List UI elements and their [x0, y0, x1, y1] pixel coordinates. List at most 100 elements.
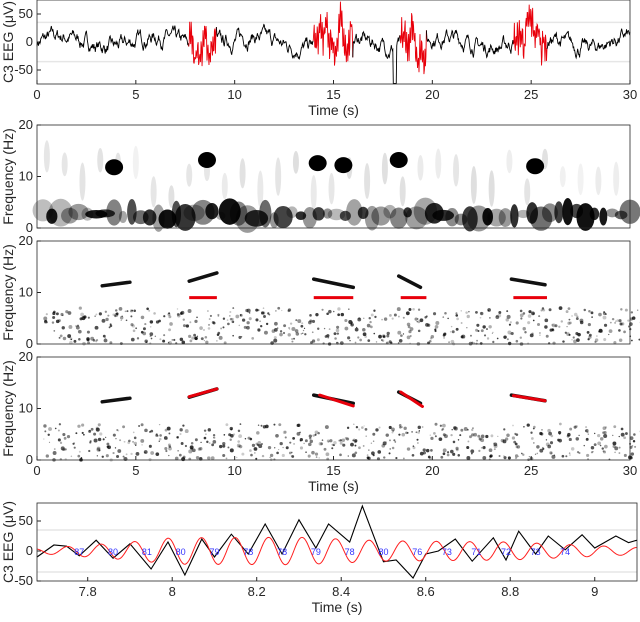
spectral-speck: [412, 454, 415, 457]
spectral-speck: [603, 431, 606, 434]
spectral-speck: [494, 444, 498, 448]
frequency-track: [189, 389, 217, 397]
spectral-speck: [48, 434, 50, 436]
spectral-speck: [387, 332, 390, 335]
spectral-speck: [295, 329, 299, 333]
spectral-speck: [395, 457, 397, 459]
spectral-speck: [159, 424, 160, 425]
spectral-speck: [608, 334, 609, 335]
highlighted-eeg-segment: [513, 5, 547, 66]
spectral-speck: [531, 437, 534, 440]
spectral-speck: [603, 338, 606, 341]
spectral-speck: [56, 320, 60, 324]
y-tick-label: 10: [19, 285, 33, 300]
spectral-speck: [68, 325, 72, 329]
spectral-speck: [143, 327, 146, 330]
spectral-speck: [329, 439, 332, 442]
spectral-speck: [337, 332, 339, 334]
spectral-speck: [420, 318, 424, 322]
y-axis-label: Frequency (Hz): [0, 360, 16, 456]
spectral-speck: [116, 312, 119, 315]
spectral-speck: [569, 454, 570, 455]
spectral-speck: [209, 442, 211, 444]
spectral-speck: [227, 446, 229, 448]
spectral-speck: [442, 424, 446, 428]
x-tick-label: 8.8: [501, 584, 519, 599]
spectral-speck: [452, 453, 455, 456]
spectral-speck: [188, 309, 192, 313]
spectral-speck: [291, 452, 293, 454]
spectral-speck: [132, 441, 134, 443]
spectral-speck: [183, 318, 185, 320]
spectral-speck: [435, 423, 438, 426]
spectral-speck: [331, 447, 333, 449]
spectral-speck: [238, 430, 240, 432]
spectral-speck: [610, 322, 612, 324]
spectral-speck: [400, 334, 403, 337]
spectral-speck: [269, 314, 271, 316]
spectral-speck: [489, 317, 490, 318]
spectral-speck: [136, 452, 140, 456]
spectral-speck: [106, 454, 109, 457]
y-tick-label: 10: [19, 169, 33, 184]
spectral-speck: [603, 312, 606, 315]
spectral-speck: [77, 425, 80, 428]
eeg-trace: [37, 506, 637, 578]
spectral-speck: [200, 442, 201, 443]
spectral-speck: [567, 435, 570, 438]
spectral-speck: [282, 447, 283, 448]
spectral-speck: [62, 433, 65, 436]
spectral-speck: [575, 332, 578, 335]
spectral-speck: [588, 310, 591, 313]
spectral-speck: [211, 443, 214, 446]
spectral-speck: [597, 434, 600, 437]
spectral-speck: [310, 440, 313, 443]
spectral-speck: [168, 312, 170, 314]
spectral-speck: [340, 439, 342, 441]
spectral-speck: [349, 340, 350, 341]
spectral-speck: [492, 341, 494, 343]
spectral-speck: [497, 436, 498, 437]
spectral-speck: [354, 439, 357, 442]
spectral-speck: [322, 439, 324, 441]
spectral-speck: [90, 440, 92, 442]
spectral-speck: [455, 314, 458, 317]
spectral-speck: [205, 433, 207, 435]
spectral-speck: [55, 428, 57, 430]
spectral-speck: [562, 455, 565, 458]
alpha-burst-blob: [390, 152, 408, 168]
spectral-speck: [401, 433, 405, 437]
spectral-speck: [236, 457, 237, 458]
spectral-speck: [138, 425, 140, 427]
background-energy: [560, 166, 566, 187]
spectral-speck: [603, 426, 607, 430]
spectral-speck: [81, 424, 84, 427]
spectral-speck: [305, 439, 308, 442]
spectral-speck: [569, 428, 572, 431]
spectral-speck: [377, 450, 381, 454]
spectral-speck: [261, 425, 263, 427]
spectral-speck: [595, 338, 598, 341]
y-axis-label: Frequency (Hz): [0, 244, 16, 340]
spectral-speck: [224, 434, 226, 436]
spectral-speck: [153, 312, 156, 315]
spectral-speck: [426, 449, 429, 452]
background-energy: [400, 176, 406, 206]
spectral-speck: [480, 312, 483, 315]
spectral-speck: [121, 316, 122, 317]
spectral-speck: [115, 438, 116, 439]
spectral-speck: [612, 441, 616, 445]
spectral-speck: [237, 444, 241, 448]
spectral-speck: [230, 318, 233, 321]
spectral-speck: [291, 338, 292, 339]
spectral-speck: [524, 331, 526, 333]
alpha-burst-blob: [526, 158, 544, 174]
spectral-speck: [517, 445, 521, 449]
spectral-speck: [614, 446, 618, 450]
spectral-speck: [280, 330, 282, 332]
spectral-speck: [450, 331, 451, 332]
background-energy: [435, 149, 441, 179]
spectral-speck: [107, 315, 109, 317]
spectral-speck: [516, 340, 519, 343]
